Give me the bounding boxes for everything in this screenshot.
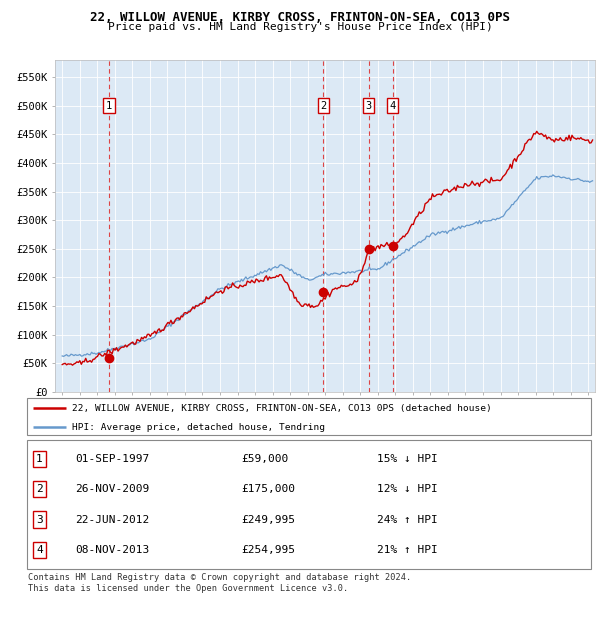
Text: 3: 3 bbox=[365, 101, 371, 111]
Text: 1: 1 bbox=[106, 101, 112, 111]
Text: HPI: Average price, detached house, Tendring: HPI: Average price, detached house, Tend… bbox=[72, 423, 325, 432]
Text: Contains HM Land Registry data © Crown copyright and database right 2024.
This d: Contains HM Land Registry data © Crown c… bbox=[28, 574, 412, 593]
Text: 4: 4 bbox=[389, 101, 396, 111]
FancyBboxPatch shape bbox=[27, 398, 591, 435]
Text: 22, WILLOW AVENUE, KIRBY CROSS, FRINTON-ON-SEA, CO13 0PS (detached house): 22, WILLOW AVENUE, KIRBY CROSS, FRINTON-… bbox=[72, 404, 492, 413]
Text: 21% ↑ HPI: 21% ↑ HPI bbox=[377, 545, 437, 555]
FancyBboxPatch shape bbox=[27, 440, 591, 569]
Text: 12% ↓ HPI: 12% ↓ HPI bbox=[377, 484, 437, 494]
Text: 22-JUN-2012: 22-JUN-2012 bbox=[75, 515, 149, 525]
Text: 22, WILLOW AVENUE, KIRBY CROSS, FRINTON-ON-SEA, CO13 0PS: 22, WILLOW AVENUE, KIRBY CROSS, FRINTON-… bbox=[90, 11, 510, 24]
Text: 24% ↑ HPI: 24% ↑ HPI bbox=[377, 515, 437, 525]
Text: £175,000: £175,000 bbox=[241, 484, 295, 494]
Text: £254,995: £254,995 bbox=[241, 545, 295, 555]
Text: Price paid vs. HM Land Registry's House Price Index (HPI): Price paid vs. HM Land Registry's House … bbox=[107, 22, 493, 32]
Text: £249,995: £249,995 bbox=[241, 515, 295, 525]
Text: 1: 1 bbox=[36, 454, 43, 464]
Text: 01-SEP-1997: 01-SEP-1997 bbox=[75, 454, 149, 464]
Text: 2: 2 bbox=[36, 484, 43, 494]
Text: 08-NOV-2013: 08-NOV-2013 bbox=[75, 545, 149, 555]
Text: 15% ↓ HPI: 15% ↓ HPI bbox=[377, 454, 437, 464]
Text: 2: 2 bbox=[320, 101, 326, 111]
Text: 4: 4 bbox=[36, 545, 43, 555]
Text: 26-NOV-2009: 26-NOV-2009 bbox=[75, 484, 149, 494]
Text: £59,000: £59,000 bbox=[241, 454, 289, 464]
Text: 3: 3 bbox=[36, 515, 43, 525]
